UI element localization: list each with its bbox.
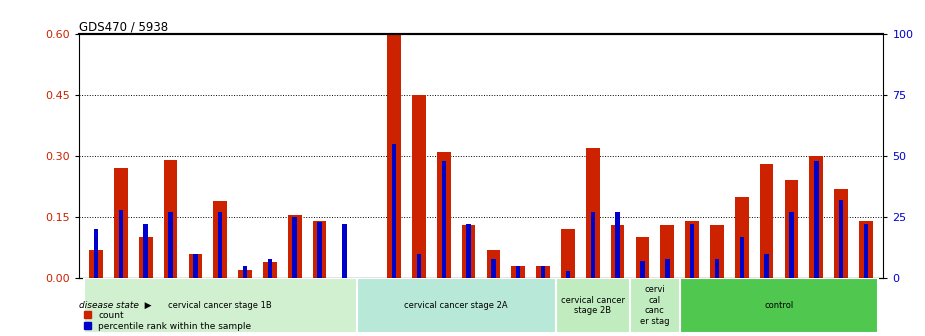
- Bar: [288, 215, 302, 278]
- Bar: [615, 212, 620, 278]
- Bar: [437, 152, 450, 278]
- Bar: [566, 271, 570, 278]
- Bar: [317, 222, 322, 278]
- Bar: [784, 180, 798, 278]
- Bar: [441, 161, 446, 278]
- Bar: [690, 224, 695, 278]
- Bar: [164, 160, 178, 278]
- Bar: [139, 238, 153, 278]
- Bar: [83, 278, 357, 333]
- Bar: [416, 254, 421, 278]
- Bar: [313, 221, 327, 278]
- Bar: [710, 225, 723, 278]
- Bar: [859, 221, 873, 278]
- Text: control: control: [764, 301, 794, 310]
- Bar: [630, 278, 680, 333]
- Bar: [864, 224, 869, 278]
- Bar: [189, 254, 203, 278]
- Text: disease state  ▶: disease state ▶: [80, 301, 152, 310]
- Bar: [242, 266, 247, 278]
- Bar: [635, 238, 649, 278]
- Bar: [590, 212, 595, 278]
- Bar: [491, 259, 496, 278]
- Bar: [789, 212, 794, 278]
- Bar: [392, 144, 396, 278]
- Bar: [834, 188, 848, 278]
- Bar: [715, 259, 720, 278]
- Bar: [556, 278, 630, 333]
- Bar: [809, 156, 823, 278]
- Bar: [93, 229, 98, 278]
- Bar: [735, 197, 748, 278]
- Text: cervical cancer stage 2A: cervical cancer stage 2A: [404, 301, 508, 310]
- Bar: [218, 212, 222, 278]
- Bar: [342, 224, 347, 278]
- Bar: [740, 237, 744, 278]
- Bar: [114, 168, 128, 278]
- Bar: [89, 250, 103, 278]
- Text: cervical cancer
stage 2B: cervical cancer stage 2B: [561, 296, 624, 315]
- Bar: [640, 261, 645, 278]
- Bar: [764, 254, 769, 278]
- Bar: [487, 250, 500, 278]
- Bar: [665, 259, 670, 278]
- Bar: [512, 266, 525, 278]
- Bar: [685, 221, 699, 278]
- Bar: [357, 278, 556, 333]
- Bar: [462, 225, 475, 278]
- Bar: [561, 229, 574, 278]
- Bar: [263, 262, 277, 278]
- Bar: [214, 201, 227, 278]
- Bar: [814, 161, 819, 278]
- Bar: [759, 164, 773, 278]
- Bar: [680, 278, 879, 333]
- Bar: [610, 225, 624, 278]
- Bar: [466, 224, 471, 278]
- Bar: [292, 217, 297, 278]
- Bar: [193, 254, 198, 278]
- Bar: [839, 200, 844, 278]
- Text: GDS470 / 5938: GDS470 / 5938: [79, 20, 167, 34]
- Bar: [168, 212, 173, 278]
- Bar: [143, 224, 148, 278]
- Bar: [412, 95, 426, 278]
- Bar: [239, 270, 252, 278]
- Text: cervi
cal
canc
er stag: cervi cal canc er stag: [640, 285, 670, 326]
- Bar: [586, 148, 599, 278]
- Bar: [541, 266, 546, 278]
- Text: cervical cancer stage 1B: cervical cancer stage 1B: [168, 301, 272, 310]
- Bar: [118, 210, 123, 278]
- Bar: [267, 259, 272, 278]
- Bar: [516, 266, 521, 278]
- Bar: [536, 266, 550, 278]
- Bar: [660, 225, 674, 278]
- Legend: count, percentile rank within the sample: count, percentile rank within the sample: [83, 310, 253, 332]
- Bar: [388, 34, 401, 278]
